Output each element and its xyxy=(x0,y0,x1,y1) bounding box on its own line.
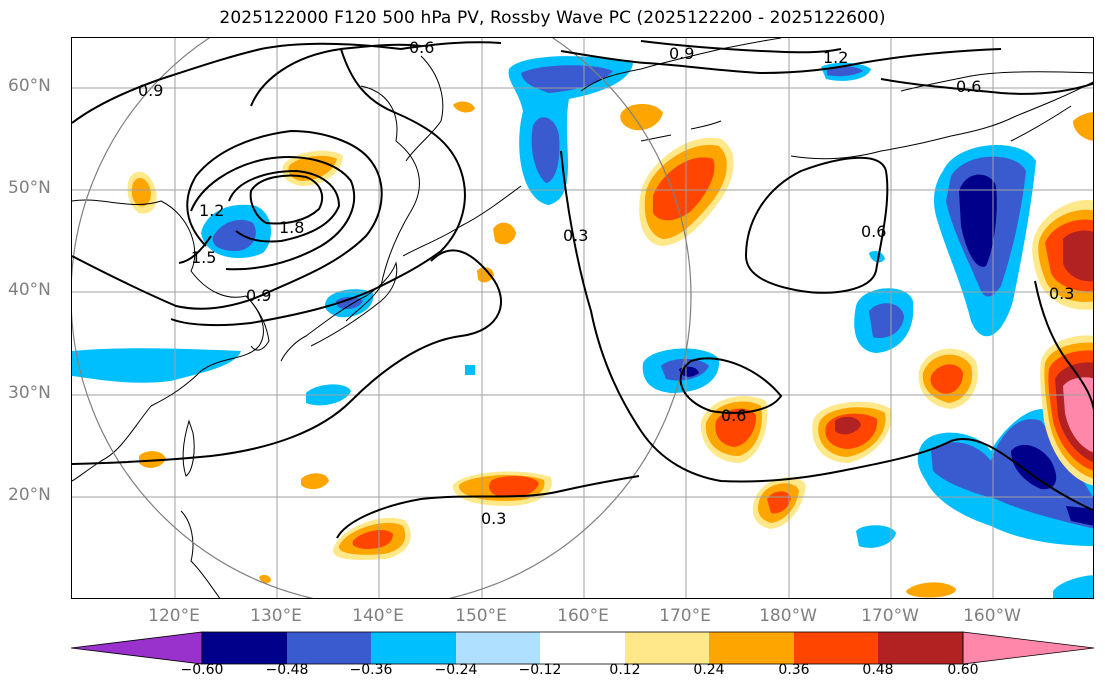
positive-anomaly-patch xyxy=(620,104,663,131)
colorbar-tick: 0.36 xyxy=(778,662,810,678)
contour-label: 0.3 xyxy=(481,509,506,528)
colorbar-tick: −0.48 xyxy=(265,662,309,678)
colorbar-segment xyxy=(540,632,625,664)
contour-label: 0.6 xyxy=(721,406,746,425)
colorbar-tick: 0.12 xyxy=(609,662,641,678)
contour-label: 0.9 xyxy=(246,286,271,305)
negative-anomaly-patch xyxy=(1066,506,1093,526)
positive-anomaly-patch xyxy=(477,267,494,283)
lon-label-170e: 170°E xyxy=(659,606,711,626)
colorbar-tick: 0.60 xyxy=(947,662,979,678)
lon-label-130e: 130°E xyxy=(250,606,302,626)
lat-label-30n: 30°N xyxy=(8,383,51,403)
lat-label-50n: 50°N xyxy=(8,178,51,198)
negative-anomaly-patch xyxy=(336,296,363,309)
negative-anomaly-patch xyxy=(531,117,560,183)
contour-label: 1.2 xyxy=(823,48,848,67)
colorbar-min-extension xyxy=(70,631,203,665)
contour-label: 0.9 xyxy=(669,44,694,63)
colorbar-tick: 0.48 xyxy=(862,662,894,678)
positive-anomaly-patch xyxy=(489,475,539,498)
lat-label-60n: 60°N xyxy=(8,76,51,96)
coastlines xyxy=(72,38,1093,598)
graticule xyxy=(72,38,1093,598)
contour-label: 0.6 xyxy=(409,38,434,57)
negative-anomaly-patch xyxy=(72,348,241,383)
lon-label-160w: 160°W xyxy=(963,606,1021,626)
colorbar xyxy=(70,631,1095,665)
pv-anomaly-shading xyxy=(72,56,1093,598)
colorbar-tick: −0.60 xyxy=(180,662,224,678)
positive-anomaly-patch xyxy=(715,408,757,447)
colorbar-segment xyxy=(878,632,963,664)
contour-label: 0.3 xyxy=(1049,284,1074,303)
reference-circle xyxy=(72,38,692,598)
contour-label: 0.9 xyxy=(138,81,163,100)
colorbar-max-extension xyxy=(962,631,1095,665)
lon-label-150e: 150°E xyxy=(455,606,507,626)
pv-contours xyxy=(72,40,1093,539)
lon-label-140e: 140°E xyxy=(352,606,404,626)
negative-anomaly-patch xyxy=(869,251,885,263)
colorbar-segment xyxy=(371,632,456,664)
lon-label-120e: 120°E xyxy=(148,606,200,626)
negative-anomaly-patch xyxy=(869,303,904,339)
contour-label: 0.6 xyxy=(956,77,981,96)
lat-label-20n: 20°N xyxy=(8,485,51,505)
lon-label-170w: 170°W xyxy=(861,606,919,626)
negative-anomaly-patch xyxy=(521,65,613,93)
negative-anomaly-patch xyxy=(1011,444,1057,490)
lon-label-180w: 180°W xyxy=(759,606,817,626)
colorbar-tick: 0.24 xyxy=(693,662,725,678)
contour-label: 1.5 xyxy=(191,248,216,267)
map-panel: 0.6 0.9 1.2 0.6 0.9 1.2 1.5 1.8 0.9 0.3 … xyxy=(71,37,1094,599)
negative-anomaly-patch xyxy=(856,525,896,548)
positive-anomaly-patch xyxy=(131,178,151,207)
positive-anomaly-patch xyxy=(301,473,329,490)
colorbar-segment xyxy=(456,632,540,664)
positive-anomaly-patch xyxy=(259,574,271,584)
colorbar-segment xyxy=(794,632,878,664)
positive-anomaly-patch xyxy=(453,101,475,113)
colorbar-tick: −0.36 xyxy=(349,662,393,678)
positive-anomaly-patch xyxy=(493,222,516,245)
positive-anomaly-patch xyxy=(1063,230,1093,282)
negative-anomaly-patch xyxy=(1053,575,1093,598)
contour-label: 0.6 xyxy=(861,222,886,241)
contour-label: 0.3 xyxy=(563,226,588,245)
negative-anomaly-patch xyxy=(959,174,997,267)
positive-anomaly-patch xyxy=(352,530,393,549)
colorbar-segment xyxy=(202,632,287,664)
colorbar-tick: −0.24 xyxy=(434,662,478,678)
lat-label-40n: 40°N xyxy=(8,280,51,300)
colorbar-border xyxy=(201,631,964,665)
lon-label-160e: 160°E xyxy=(557,606,609,626)
positive-anomaly-patch xyxy=(1063,377,1093,453)
positive-anomaly-patch xyxy=(835,416,861,435)
colorbar-segment xyxy=(625,632,709,664)
positive-anomaly-patch xyxy=(653,157,715,221)
negative-anomaly-patch xyxy=(212,219,256,251)
contour-label: 1.2 xyxy=(199,201,224,220)
negative-anomaly-patch xyxy=(827,66,863,77)
contour-label: 1.8 xyxy=(279,218,304,237)
positive-anomaly-patch xyxy=(930,364,963,394)
contour-labels: 0.6 0.9 1.2 0.6 0.9 1.2 1.5 1.8 0.9 0.3 … xyxy=(138,38,1074,528)
map-canvas: 0.6 0.9 1.2 0.6 0.9 1.2 1.5 1.8 0.9 0.3 … xyxy=(72,38,1093,598)
negative-anomaly-patch xyxy=(465,365,475,375)
colorbar-tick: −0.12 xyxy=(518,662,562,678)
positive-anomaly-patch xyxy=(139,451,166,468)
colorbar-segment xyxy=(287,632,371,664)
colorbar-segment xyxy=(709,632,794,664)
chart-title: 2025122000 F120 500 hPa PV, Rossby Wave … xyxy=(219,8,886,28)
positive-anomaly-patch xyxy=(906,582,956,598)
positive-anomaly-patch xyxy=(1073,112,1093,141)
